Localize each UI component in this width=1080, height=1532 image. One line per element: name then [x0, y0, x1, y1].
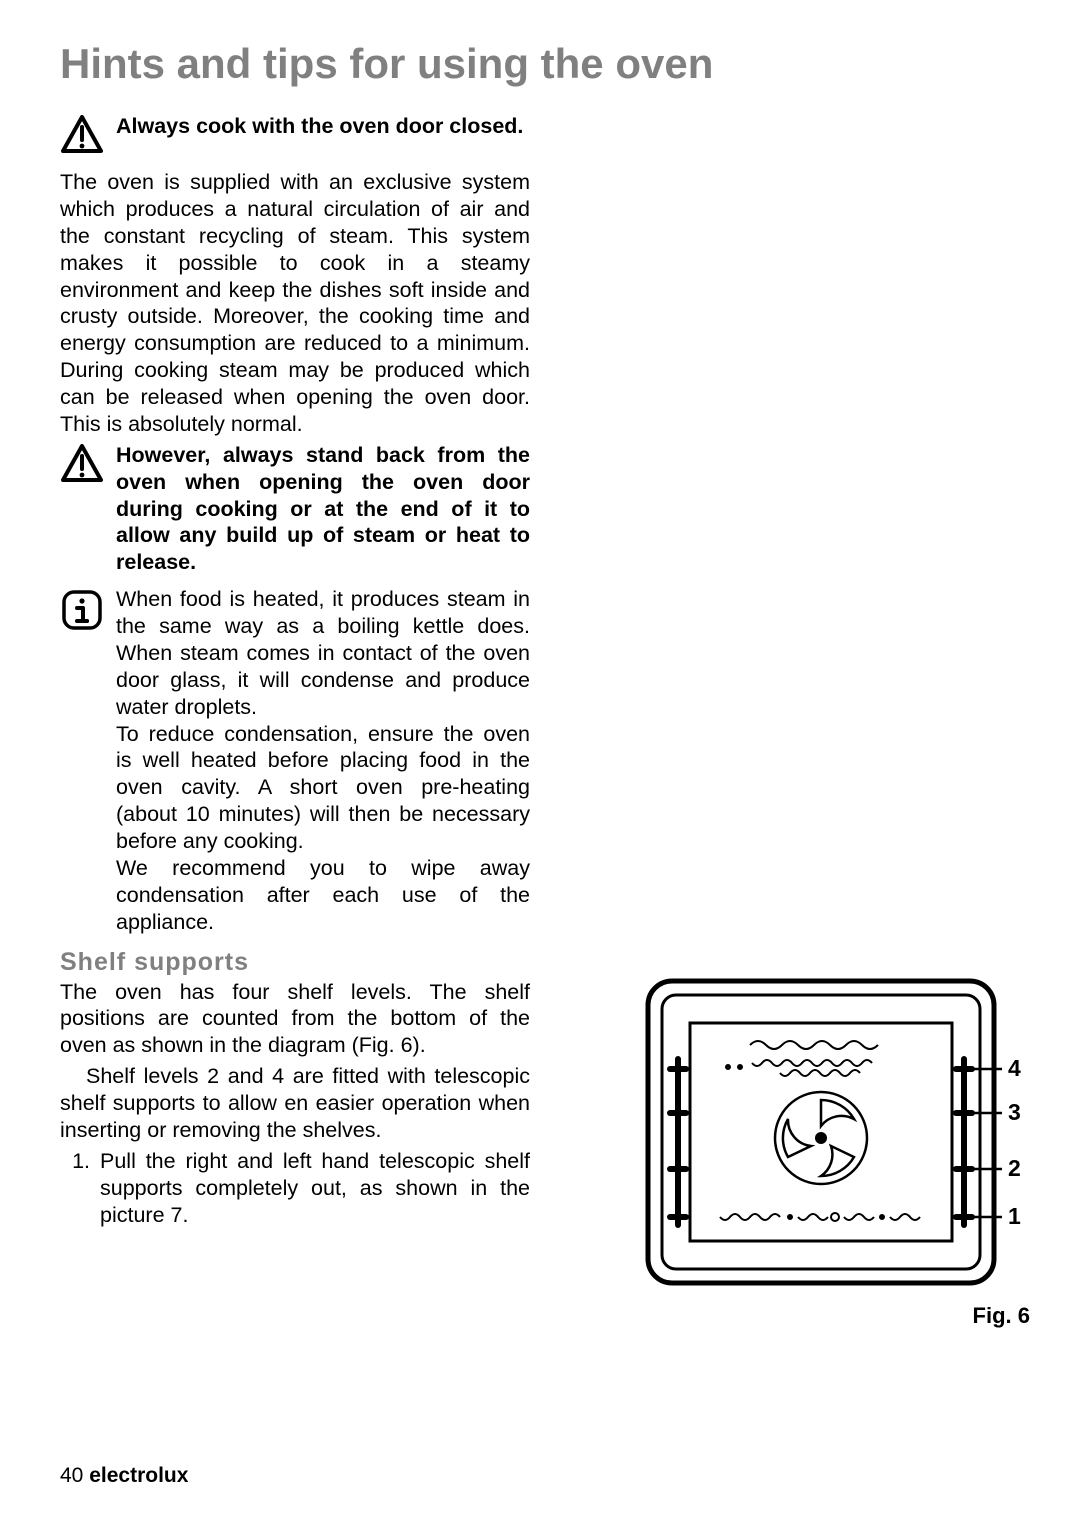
warning-icon — [60, 442, 104, 484]
page-title: Hints and tips for using the oven — [60, 40, 1030, 88]
shelf-level-2: 2 — [1008, 1155, 1021, 1182]
info-block: When food is heated, it produces steam i… — [60, 586, 530, 935]
oven-diagram — [640, 973, 1030, 1293]
intro-paragraph: The oven is supplied with an exclusive s… — [60, 169, 530, 438]
info-para-1: When food is heated, it produces steam i… — [116, 587, 530, 719]
warning-text-2: However, always stand back from the oven… — [116, 442, 530, 576]
shelf-level-3: 3 — [1008, 1099, 1021, 1126]
shelf-level-1: 1 — [1008, 1203, 1021, 1230]
warning-text-1: Always cook with the oven door closed. — [116, 113, 530, 140]
info-para-2: To reduce condensation, ensure the oven … — [116, 722, 530, 854]
two-column-layout: Always cook with the oven door closed. T… — [60, 113, 1030, 1329]
left-column: Always cook with the oven door closed. T… — [60, 113, 530, 1329]
warning-icon — [60, 113, 104, 155]
info-icon — [60, 586, 104, 632]
shelf-para-2: Shelf levels 2 and 4 are fitted with tel… — [60, 1063, 530, 1144]
steps-list: Pull the right and left hand telescopic … — [60, 1148, 530, 1229]
info-text: When food is heated, it produces steam i… — [116, 586, 530, 935]
warning-block-1: Always cook with the oven door closed. — [60, 113, 530, 155]
figure-label: Fig. 6 — [640, 1303, 1030, 1329]
info-para-3: We recommend you to wipe away condensati… — [116, 856, 530, 934]
page-footer: 40 electrolux — [60, 1464, 188, 1488]
shelf-level-4: 4 — [1008, 1055, 1021, 1082]
oven-figure-wrap: 4 3 2 1 Fig. 6 — [640, 973, 1030, 1329]
right-column: 4 3 2 1 Fig. 6 — [570, 113, 1030, 1329]
page-number: 40 — [60, 1464, 83, 1487]
brand-name: electrolux — [89, 1464, 188, 1487]
warning-block-2: However, always stand back from the oven… — [60, 442, 530, 576]
shelf-para-1: The oven has four shelf levels. The shel… — [60, 979, 530, 1060]
step-1: Pull the right and left hand telescopic … — [96, 1148, 530, 1229]
shelf-supports-heading: Shelf supports — [60, 948, 530, 977]
